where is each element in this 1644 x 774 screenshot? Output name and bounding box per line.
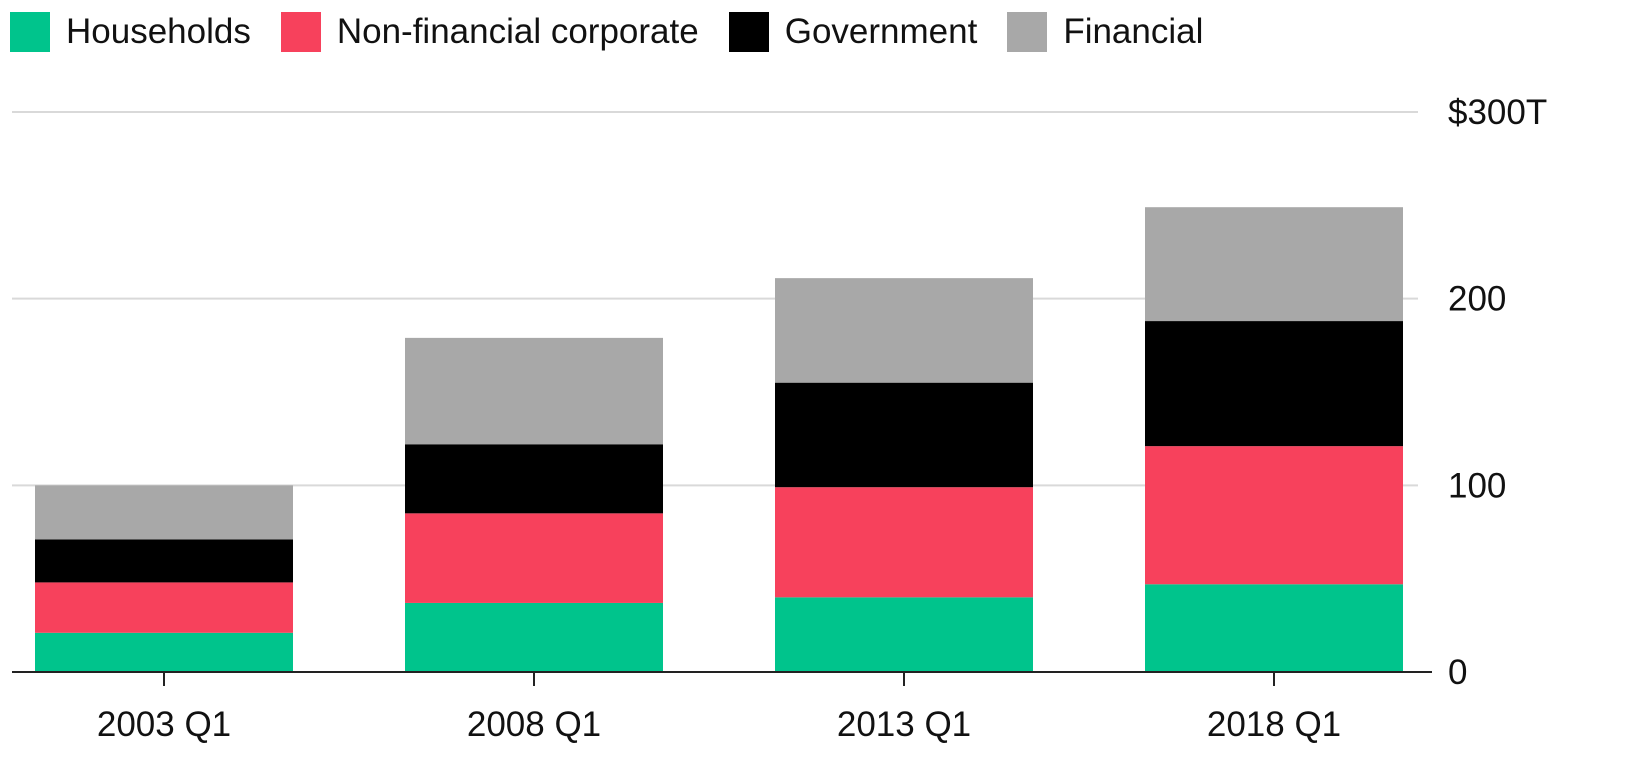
bar-government-2008-q1 <box>405 444 663 514</box>
chart-legend: Households Non-financial corporate Gover… <box>10 8 1233 56</box>
legend-item-non-financial-corporate: Non-financial corporate <box>280 8 699 56</box>
bar-non-financial-corporate-2008-q1 <box>405 513 663 603</box>
bar-households-2018-q1 <box>1145 584 1403 672</box>
legend-label-households: Households <box>66 12 251 51</box>
legend-swatch-households <box>10 12 50 52</box>
legend-swatch-financial <box>1007 12 1048 52</box>
bar-government-2018-q1 <box>1145 321 1403 447</box>
legend-swatch-non-financial-corporate <box>280 12 321 52</box>
y-tick-label: 200 <box>1448 280 1506 319</box>
x-tick-label: 2013 Q1 <box>837 705 971 744</box>
y-tick-label: $300T <box>1448 93 1547 132</box>
bar-households-2013-q1 <box>775 597 1033 672</box>
bar-financial-2008-q1 <box>405 337 663 445</box>
bar-financial-2013-q1 <box>775 278 1033 383</box>
legend-label-government: Government <box>784 12 978 51</box>
bar-non-financial-corporate-2003-q1 <box>35 582 293 633</box>
x-tick-label: 2018 Q1 <box>1207 705 1341 744</box>
bar-non-financial-corporate-2018-q1 <box>1145 446 1403 585</box>
legend-label-financial: Financial <box>1063 12 1204 51</box>
legend-label-non-financial-corporate: Non-financial corporate <box>336 12 699 51</box>
bar-financial-2018-q1 <box>1145 207 1403 322</box>
legend-item-government: Government <box>728 8 978 56</box>
bar-financial-2003-q1 <box>35 485 293 540</box>
y-tick-label: 100 <box>1448 466 1506 505</box>
y-tick-label: 0 <box>1448 653 1467 692</box>
bar-government-2003-q1 <box>35 539 293 583</box>
legend-swatch-government <box>728 12 769 52</box>
bar-government-2013-q1 <box>775 382 1033 488</box>
bar-non-financial-corporate-2013-q1 <box>775 487 1033 598</box>
legend-item-households: Households <box>10 8 251 56</box>
bar-households-2008-q1 <box>405 602 663 672</box>
bar-households-2003-q1 <box>35 632 293 672</box>
x-tick-label: 2003 Q1 <box>97 705 231 744</box>
legend-item-financial: Financial <box>1007 8 1203 56</box>
x-tick-label: 2008 Q1 <box>467 705 601 744</box>
